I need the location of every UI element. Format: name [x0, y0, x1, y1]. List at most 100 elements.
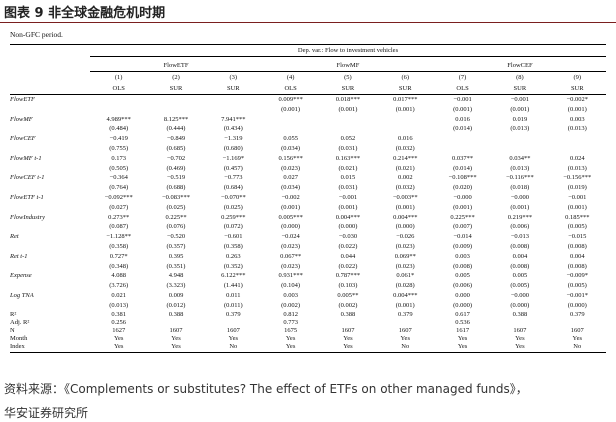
coefficient: 6.122*** [221, 272, 246, 280]
stat-value: 1607 [226, 326, 240, 334]
standard-error: (0.023) [281, 242, 301, 250]
variable-label: Ret [10, 233, 19, 241]
coefficient [262, 115, 319, 125]
stat-value: 0.388 [340, 310, 356, 318]
standard-error: (0.000) [395, 223, 415, 231]
coefficient: −0.013 [510, 233, 530, 241]
group-header: FlowETF [90, 56, 262, 72]
standard-error: (0.005) [510, 282, 530, 290]
stat-value: 0.388 [168, 310, 184, 318]
column-number: (5) [344, 74, 352, 81]
standard-error: (0.022) [338, 242, 358, 250]
coefficient: 0.002 [397, 174, 413, 182]
variable-label: Ret t-1 [10, 252, 28, 260]
standard-error: (0.013) [567, 164, 587, 172]
blank [10, 183, 90, 193]
regression-table: Dep. var.: Flow to investment vehicles Fl… [10, 44, 606, 353]
standard-error: (0.001) [395, 203, 415, 211]
coefficient: −0.108*** [448, 174, 477, 182]
standard-error: (0.104) [281, 282, 301, 290]
group-header: FlowMF [261, 56, 434, 72]
coefficient: 0.016 [455, 115, 470, 123]
stat-value: Yes [491, 343, 549, 353]
standard-error: (3.323) [166, 282, 186, 290]
coefficient: 0.727* [109, 252, 128, 260]
coefficient: −0.000 [453, 193, 472, 201]
standard-error: (0.008) [510, 242, 530, 250]
variable-label: FlowMF t-1 [10, 154, 42, 162]
coefficient: 0.173 [111, 154, 126, 162]
table-row: (0.358) (0.357) (0.358) (0.023) (0.022) (0.02… [10, 242, 606, 252]
table-row: (0.755) (0.685) (0.680) (0.034) (0.031) (0.03… [10, 144, 606, 154]
coefficient: −0.000 [510, 193, 530, 201]
standard-error: (0.008) [567, 242, 587, 250]
standard-error: (1.441) [223, 282, 243, 290]
title-rule [0, 22, 616, 23]
standard-error: (0.023) [281, 262, 301, 270]
table-row: Log TNA 0.021 0.009 0.011 0.003 0.005** 0.004*… [10, 291, 606, 301]
stat-value: Yes [261, 343, 320, 353]
standard-error: (0.031) [338, 184, 358, 192]
standard-error: (0.001) [281, 203, 301, 211]
table-row: Expense 4.088 4.948 6.122*** 0.931*** 0.787**… [10, 271, 606, 281]
standard-error: (0.001) [510, 105, 530, 113]
standard-error: (0.005) [567, 223, 587, 231]
stat-value: 0.381 [111, 310, 126, 318]
standard-error [491, 144, 548, 154]
standard-error: (0.351) [166, 262, 186, 270]
coefficient: −0.364 [109, 174, 128, 182]
coefficient: 0.005 [455, 272, 470, 280]
table-row: Adj. R² 0.256 0.773 0.536 [10, 319, 606, 327]
table-row: FlowETF 0.009*** 0.018*** 0.017*** −0.001 −0.… [10, 95, 606, 105]
standard-error: (0.027) [109, 203, 129, 211]
standard-error [319, 124, 376, 134]
stat-value: Yes [319, 343, 377, 353]
coefficient: 0.225*** [450, 213, 475, 221]
coefficient: 0.219*** [507, 213, 533, 221]
coefficient: −0.001 [568, 193, 587, 201]
coefficient: 0.004*** [393, 213, 418, 221]
blank [10, 301, 90, 311]
method: SUR [491, 83, 549, 95]
coefficient: −0.001* [566, 291, 589, 299]
source: 资料来源：《Complements or substitutes? The ef… [4, 382, 528, 396]
coefficient: 0.005 [512, 272, 528, 280]
stat-value: Yes [228, 335, 239, 343]
coefficient: 0.052 [340, 135, 356, 143]
standard-error [549, 144, 606, 154]
coefficient: 7.941*** [221, 115, 246, 123]
standard-error: (0.352) [223, 262, 243, 270]
standard-error: (3.726) [109, 282, 129, 290]
standard-error: (0.032) [395, 144, 415, 152]
coefficient: 0.004*** [393, 291, 418, 299]
variable-label: Log TNA [10, 291, 34, 299]
column-number: (9) [573, 74, 582, 81]
coefficient: 0.000 [455, 291, 470, 299]
standard-error [205, 105, 262, 115]
standard-error: (0.014) [453, 164, 473, 172]
variable-label: FlowCEF [10, 135, 36, 143]
standard-error [90, 105, 147, 115]
column-number: (3) [229, 74, 238, 81]
stat-value [319, 319, 376, 327]
coefficient: 0.055 [283, 135, 298, 143]
coefficient [147, 95, 204, 105]
coefficient: −0.092*** [104, 193, 133, 201]
standard-error: (0.021) [338, 164, 358, 172]
stat-value: 0.617 [455, 310, 470, 318]
standard-error: (0.011) [223, 301, 243, 309]
coefficient: 0.009 [168, 291, 184, 299]
variable-label: FlowETF t-1 [10, 193, 44, 201]
stat-value: Yes [147, 343, 205, 353]
coefficient [491, 134, 548, 144]
coefficient: 0.019 [512, 115, 528, 123]
coefficient: 4.948 [168, 272, 184, 280]
standard-error: (0.072) [223, 223, 243, 231]
stat-value [377, 319, 434, 327]
coefficient: 0.018*** [335, 96, 361, 103]
blank [10, 105, 90, 115]
table-row: OLS SUR SUR OLS SUR SUR OLS SUR SUR [10, 83, 606, 95]
table-row: Ret t-1 0.727* 0.395 0.263 0.067** 0.044 0.069… [10, 252, 606, 262]
standard-error: (0.764) [109, 184, 129, 192]
stat-label: R² [10, 310, 17, 318]
